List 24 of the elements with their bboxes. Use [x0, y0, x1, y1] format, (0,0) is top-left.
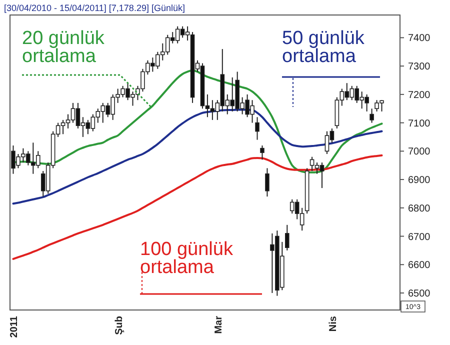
candlestick — [265, 168, 270, 198]
y-tick-label: 6600 — [408, 260, 431, 272]
y-tick-label: 7200 — [408, 90, 431, 101]
chart-title: [30/04/2010 - 15/04/2011] [7,178.29] [Günlük] — [4, 3, 185, 13]
y-tick-label: 7000 — [408, 146, 431, 158]
y-tick-label: 6500 — [408, 288, 431, 300]
y-tick-label: 7100 — [408, 118, 431, 130]
text: 50 günlük ortalama — [282, 28, 365, 67]
candlestick — [260, 144, 264, 160]
x-tick-label: 2011 — [9, 316, 20, 338]
y-tick-label: 6700 — [408, 232, 431, 243]
y-tick-label: 6900 — [408, 175, 431, 186]
candlestick — [255, 116, 260, 140]
line-series — [12, 154, 383, 260]
text: 20 günlük ortalama — [22, 28, 105, 67]
series-label: 100 günlük ortalama — [140, 239, 234, 278]
y-tick-label: 7300 — [408, 62, 431, 73]
candlestick — [370, 108, 374, 124]
y-tick-label: 6800 — [408, 203, 431, 214]
x-tick-label: Mar — [213, 316, 224, 334]
candlestick — [285, 224, 290, 251]
x-tick-label: Şub — [114, 316, 125, 335]
y-tick-label: 7400 — [408, 33, 431, 44]
x-tick-label: Nis — [328, 316, 339, 332]
